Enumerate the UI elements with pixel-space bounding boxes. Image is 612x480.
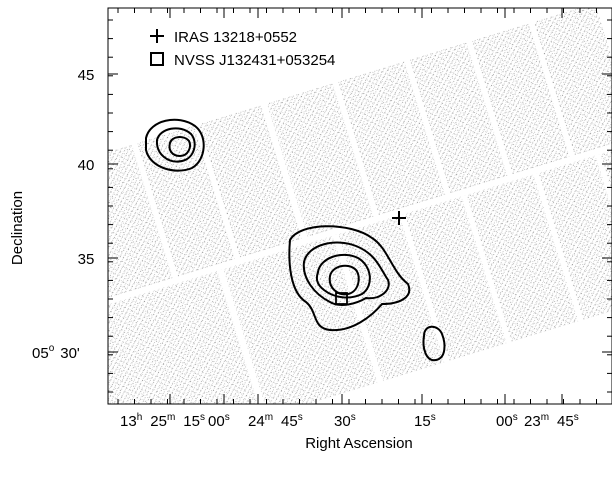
x-axis-ticks [117,8,597,404]
x-tick-label-5: 00s [496,412,518,430]
contour-northwest [145,118,205,172]
y-tick-label-3: 05o 30' [32,343,80,362]
y-axis-title: Declination [9,191,26,265]
radio-contours [145,118,446,362]
plot-axes [107,7,612,405]
legend-label-iras: IRAS 13218+0552 [174,29,297,46]
contour-east [422,325,446,362]
x-tick-label-1: 00s [208,412,230,430]
x-tick-label-4: 15s [414,412,436,430]
contour-center [288,225,411,332]
y-tick-label-0: 45 [78,67,95,84]
chip-gaps [108,21,612,404]
legend: IRAS 13218+0552 NVSS J132431+053254 [150,29,335,69]
x-tick-label-3: 30s [334,412,356,430]
x-tick-label-6: 23m 45s [524,412,579,430]
legend-square-icon [150,52,164,66]
iras-marker [392,211,406,225]
xray-image [108,8,612,404]
y-axis-ticks [108,19,612,393]
x-tick-label-2: 24m 45s [248,412,303,430]
y-tick-label-2: 35 [78,251,95,268]
y-tick-labels: 45 40 35 05o 30' [32,67,94,362]
legend-plus-icon [150,29,164,43]
source-markers [335,211,406,305]
x-tick-label-0: 13h 25m 15s [120,412,205,430]
y-tick-label-1: 40 [78,157,95,174]
x-tick-labels: 13h 25m 15s 00s 24m 45s 30s 15s 00s 23m 45s [120,412,579,430]
x-axis-title: Right Ascension [305,435,413,452]
image-field-overlay [108,8,612,404]
legend-label-nvss: NVSS J132431+053254 [174,52,335,69]
nvss-marker [335,292,348,305]
